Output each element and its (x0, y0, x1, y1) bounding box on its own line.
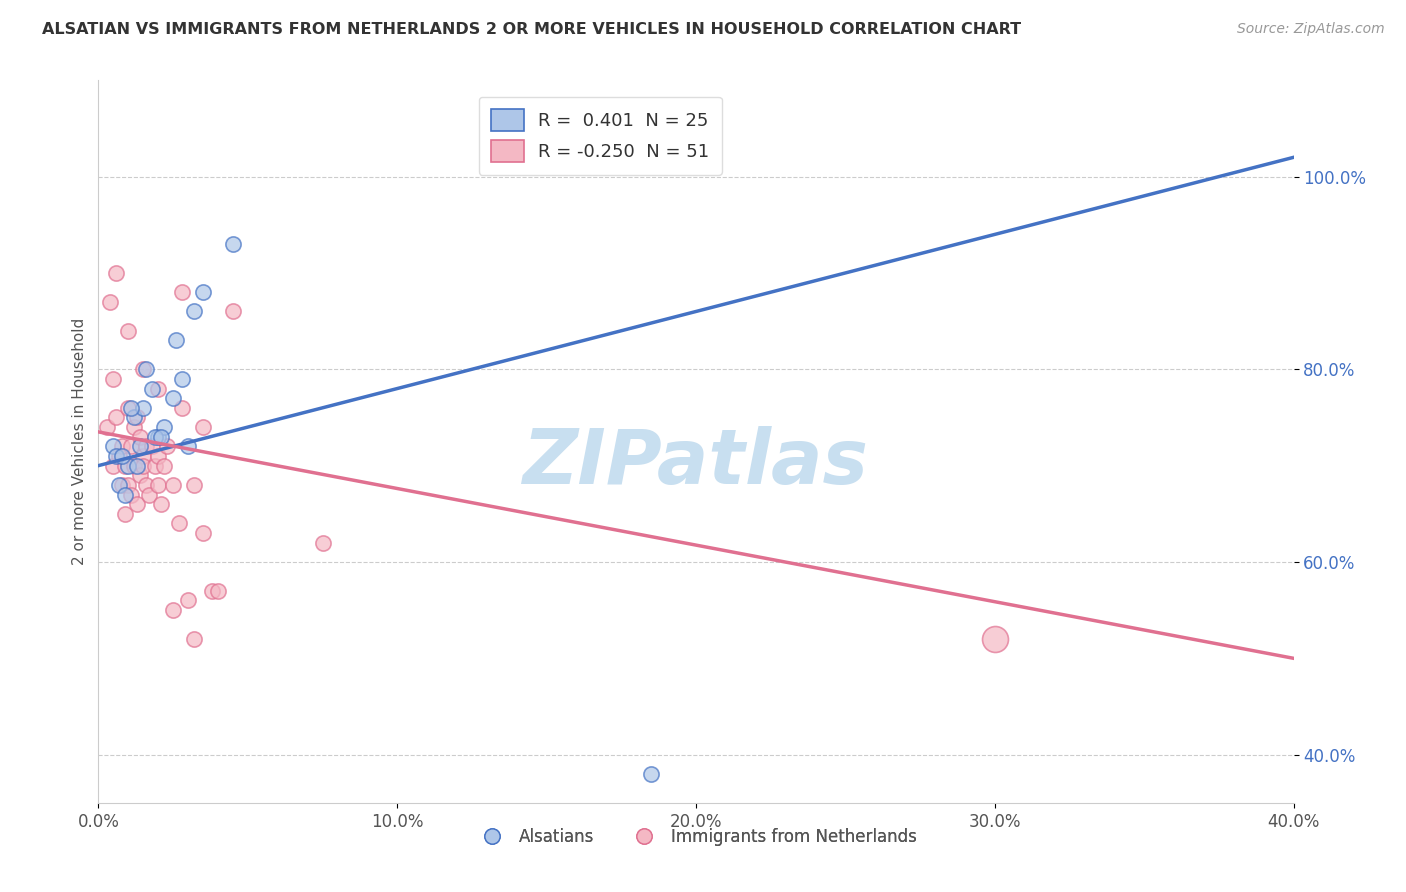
Point (127, 497, 149, 511)
Legend: Alsatians, Immigrants from Netherlands: Alsatians, Immigrants from Netherlands (468, 821, 924, 852)
Point (120, 439, 142, 453)
Point (103, 458, 125, 473)
Point (222, 304, 245, 318)
Point (124, 420, 146, 434)
Point (129, 430, 152, 444)
Point (183, 478, 205, 492)
Point (148, 478, 170, 492)
Point (156, 439, 179, 453)
Point (117, 324, 139, 338)
Text: ALSATIAN VS IMMIGRANTS FROM NETHERLANDS 2 OR MORE VEHICLES IN HOUSEHOLD CORRELAT: ALSATIAN VS IMMIGRANTS FROM NETHERLANDS … (42, 22, 1021, 37)
Point (172, 372, 194, 386)
Point (191, 420, 214, 434)
Point (103, 439, 125, 453)
Point (124, 410, 146, 425)
Point (129, 468, 152, 483)
Point (148, 382, 170, 396)
Point (129, 439, 152, 453)
Point (132, 401, 155, 415)
Point (105, 449, 128, 463)
Point (162, 603, 184, 617)
Point (207, 583, 229, 598)
Point (177, 439, 200, 453)
Point (191, 526, 214, 541)
Point (183, 632, 205, 646)
Point (222, 237, 245, 252)
Point (108, 478, 131, 492)
Point (111, 449, 134, 463)
Point (162, 391, 184, 405)
Point (167, 516, 190, 531)
Point (135, 362, 157, 376)
Point (108, 449, 131, 463)
Y-axis label: 2 or more Vehicles in Household: 2 or more Vehicles in Household (72, 318, 87, 566)
Point (132, 362, 155, 376)
Point (143, 430, 166, 444)
Point (114, 487, 136, 501)
Point (165, 334, 187, 348)
Point (640, 767, 662, 781)
Point (117, 401, 139, 415)
Point (984, 632, 1007, 646)
Point (111, 478, 134, 492)
Point (114, 458, 136, 473)
Point (311, 535, 333, 549)
Point (105, 410, 128, 425)
Point (150, 430, 173, 444)
Point (117, 478, 139, 492)
Point (103, 372, 125, 386)
Point (135, 478, 157, 492)
Point (153, 420, 176, 434)
Point (162, 478, 184, 492)
Point (114, 507, 136, 521)
Point (132, 449, 155, 463)
Point (127, 458, 149, 473)
Point (153, 458, 176, 473)
Text: Source: ZipAtlas.com: Source: ZipAtlas.com (1237, 22, 1385, 37)
Point (127, 410, 149, 425)
Point (172, 401, 194, 415)
Point (132, 458, 155, 473)
Point (98, 294, 122, 309)
Point (141, 439, 163, 453)
Point (138, 487, 160, 501)
Point (148, 430, 170, 444)
Point (105, 266, 128, 280)
Point (135, 439, 157, 453)
Point (177, 593, 200, 607)
Point (120, 401, 142, 415)
Point (183, 304, 205, 318)
Point (117, 458, 139, 473)
Point (201, 583, 224, 598)
Point (191, 285, 214, 300)
Text: ZIPatlas: ZIPatlas (523, 426, 869, 500)
Point (120, 487, 142, 501)
Point (172, 285, 194, 300)
Point (150, 497, 173, 511)
Point (143, 458, 166, 473)
Point (124, 458, 146, 473)
Point (141, 382, 163, 396)
Point (111, 439, 134, 453)
Point (148, 449, 170, 463)
Point (96, 420, 118, 434)
